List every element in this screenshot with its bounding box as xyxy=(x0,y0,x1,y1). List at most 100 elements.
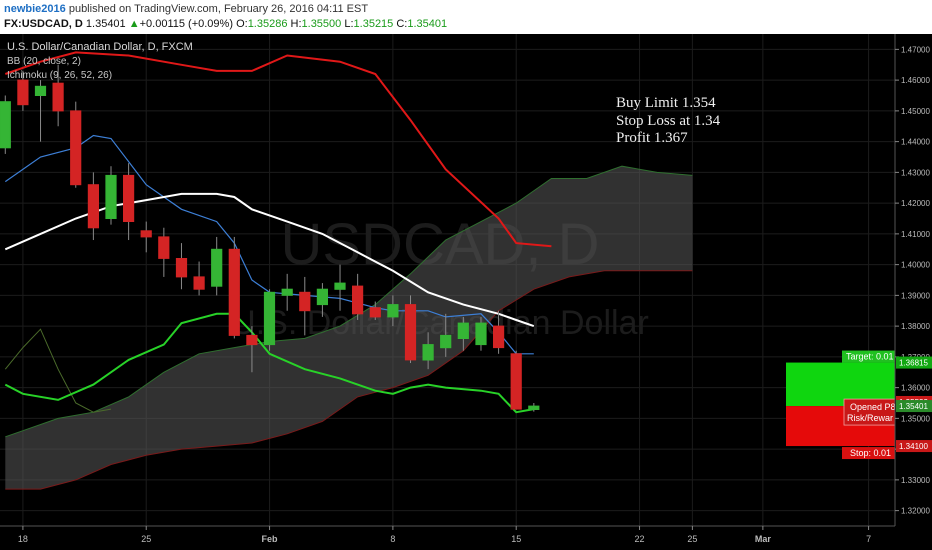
candle[interactable] xyxy=(528,403,540,412)
price-label: 1.36815 xyxy=(899,359,928,368)
candle[interactable] xyxy=(493,310,505,354)
candle-body-up[interactable] xyxy=(475,322,487,346)
price-tick-label: 1.39000 xyxy=(901,291,930,300)
candle[interactable] xyxy=(246,326,258,373)
target-label-box xyxy=(842,350,895,363)
price-tick-label: 1.33000 xyxy=(901,476,930,485)
candle[interactable] xyxy=(334,264,346,311)
candle[interactable] xyxy=(87,172,100,241)
candle[interactable] xyxy=(281,273,293,311)
candle-body-up[interactable] xyxy=(528,405,540,411)
price-label: 1.35401 xyxy=(899,402,928,411)
candle-body-down[interactable] xyxy=(510,353,522,410)
candle[interactable] xyxy=(52,64,64,127)
candle-body-down[interactable] xyxy=(246,334,258,346)
candle[interactable] xyxy=(387,295,399,327)
candle-body-up[interactable] xyxy=(34,85,47,96)
symbol-label: FX:USDCAD, D xyxy=(4,18,83,30)
price-tick-label: 1.46000 xyxy=(901,76,930,85)
candle[interactable] xyxy=(34,80,47,142)
candle[interactable] xyxy=(211,236,223,296)
candle[interactable] xyxy=(422,332,434,370)
candle-body-up[interactable] xyxy=(422,344,434,361)
time-tick-label: 15 xyxy=(511,534,521,544)
candle-body-up[interactable] xyxy=(440,334,452,349)
candle-body-down[interactable] xyxy=(140,230,152,238)
candle-body-down[interactable] xyxy=(175,258,188,278)
candle[interactable] xyxy=(70,101,82,188)
candle-body-up[interactable] xyxy=(281,288,293,296)
low-value: 1.35215 xyxy=(353,18,394,30)
price-tick-label: 1.42000 xyxy=(901,199,930,208)
candle-body-up[interactable] xyxy=(334,282,346,290)
annotation-line-3: Profit 1.367 xyxy=(616,130,688,146)
candle-body-down[interactable] xyxy=(17,79,29,106)
candle-body-down[interactable] xyxy=(299,291,311,312)
candle[interactable] xyxy=(316,283,328,317)
time-axis[interactable]: 18 25 Feb 8 15 22 25 Mar 7 xyxy=(0,525,932,550)
candle[interactable] xyxy=(228,236,240,339)
price-label-box xyxy=(896,440,932,453)
candle-body-down[interactable] xyxy=(87,184,100,229)
candle[interactable] xyxy=(175,243,188,290)
candle-body-down[interactable] xyxy=(123,174,135,222)
time-tick-label: 18 xyxy=(18,534,28,544)
username-link[interactable]: newbie2016 xyxy=(4,3,66,15)
candlestick-chart[interactable]: USDCAD, D U.S. Dollar/Canadian Dollar Ta… xyxy=(0,34,932,550)
quote-line: FX:USDCAD, D 1.35401 ▲+0.00115 (+0.09%) … xyxy=(4,18,447,30)
candles[interactable] xyxy=(0,64,540,412)
candle[interactable] xyxy=(299,276,311,336)
candle-body-up[interactable] xyxy=(211,248,223,287)
candle[interactable] xyxy=(263,289,276,351)
low-label: L: xyxy=(344,18,354,30)
opened-info-box xyxy=(843,398,896,426)
candle[interactable] xyxy=(369,301,381,320)
candle-body-down[interactable] xyxy=(52,82,64,112)
candle-body-down[interactable] xyxy=(493,325,505,349)
price-tick-label: 1.43000 xyxy=(901,168,930,177)
candle-body-up[interactable] xyxy=(105,174,117,219)
chikou-span xyxy=(4,328,112,413)
price-label-box xyxy=(896,400,932,413)
candle-body-up[interactable] xyxy=(316,288,328,306)
candle[interactable] xyxy=(457,316,469,351)
candle[interactable] xyxy=(140,221,152,253)
candle-body-down[interactable] xyxy=(193,276,205,290)
candle[interactable] xyxy=(404,295,417,364)
candle-body-down[interactable] xyxy=(158,236,170,259)
candle[interactable] xyxy=(510,350,522,410)
candle-body-down[interactable] xyxy=(228,248,240,336)
price-axis[interactable]: 1.47000 1.46000 1.45000 1.44000 1.43000 1.420… xyxy=(894,34,932,550)
price-axis-background xyxy=(895,34,932,550)
candle[interactable] xyxy=(193,261,205,296)
time-tick-label: 7 xyxy=(866,534,871,544)
price-tick-label: 1.38000 xyxy=(901,322,930,331)
time-tick-label: 22 xyxy=(635,534,645,544)
candle[interactable] xyxy=(105,166,117,225)
candle-body-up[interactable] xyxy=(457,322,469,340)
time-tick-label: Feb xyxy=(262,534,279,544)
candle[interactable] xyxy=(17,70,29,111)
legend-ichimoku[interactable]: Ichimoku (9, 26, 52, 26) xyxy=(7,70,112,81)
candle[interactable] xyxy=(0,95,11,154)
candle[interactable] xyxy=(475,316,487,351)
candle[interactable] xyxy=(158,227,170,277)
change-value: +0.00115 (+0.09%) xyxy=(139,18,233,30)
candle-body-up[interactable] xyxy=(387,304,399,318)
candle-body-down[interactable] xyxy=(369,307,381,318)
candle-body-up[interactable] xyxy=(263,291,276,346)
annotation-line-1: Buy Limit 1.354 xyxy=(616,95,716,111)
candle[interactable] xyxy=(123,163,135,241)
close-label: C: xyxy=(396,18,408,30)
candle-body-down[interactable] xyxy=(352,285,364,315)
time-tick-label: 25 xyxy=(141,534,151,544)
candle-body-down[interactable] xyxy=(404,304,417,361)
candle[interactable] xyxy=(352,273,364,320)
candle-body-down[interactable] xyxy=(70,110,82,186)
legend-bb[interactable]: BB (20, close, 2) xyxy=(7,56,81,67)
candle[interactable] xyxy=(440,313,452,357)
candle-body-up[interactable] xyxy=(0,101,11,149)
text-annotation[interactable]: Buy Limit 1.354 Stop Loss at 1.34 Profit… xyxy=(616,95,721,146)
long-position-tool[interactable]: Target: 0.01 Stop: 0.01 Opened P8Risk/Rewa… xyxy=(786,350,896,460)
publisher-line: newbie2016 published on TradingView.com,… xyxy=(4,3,368,15)
